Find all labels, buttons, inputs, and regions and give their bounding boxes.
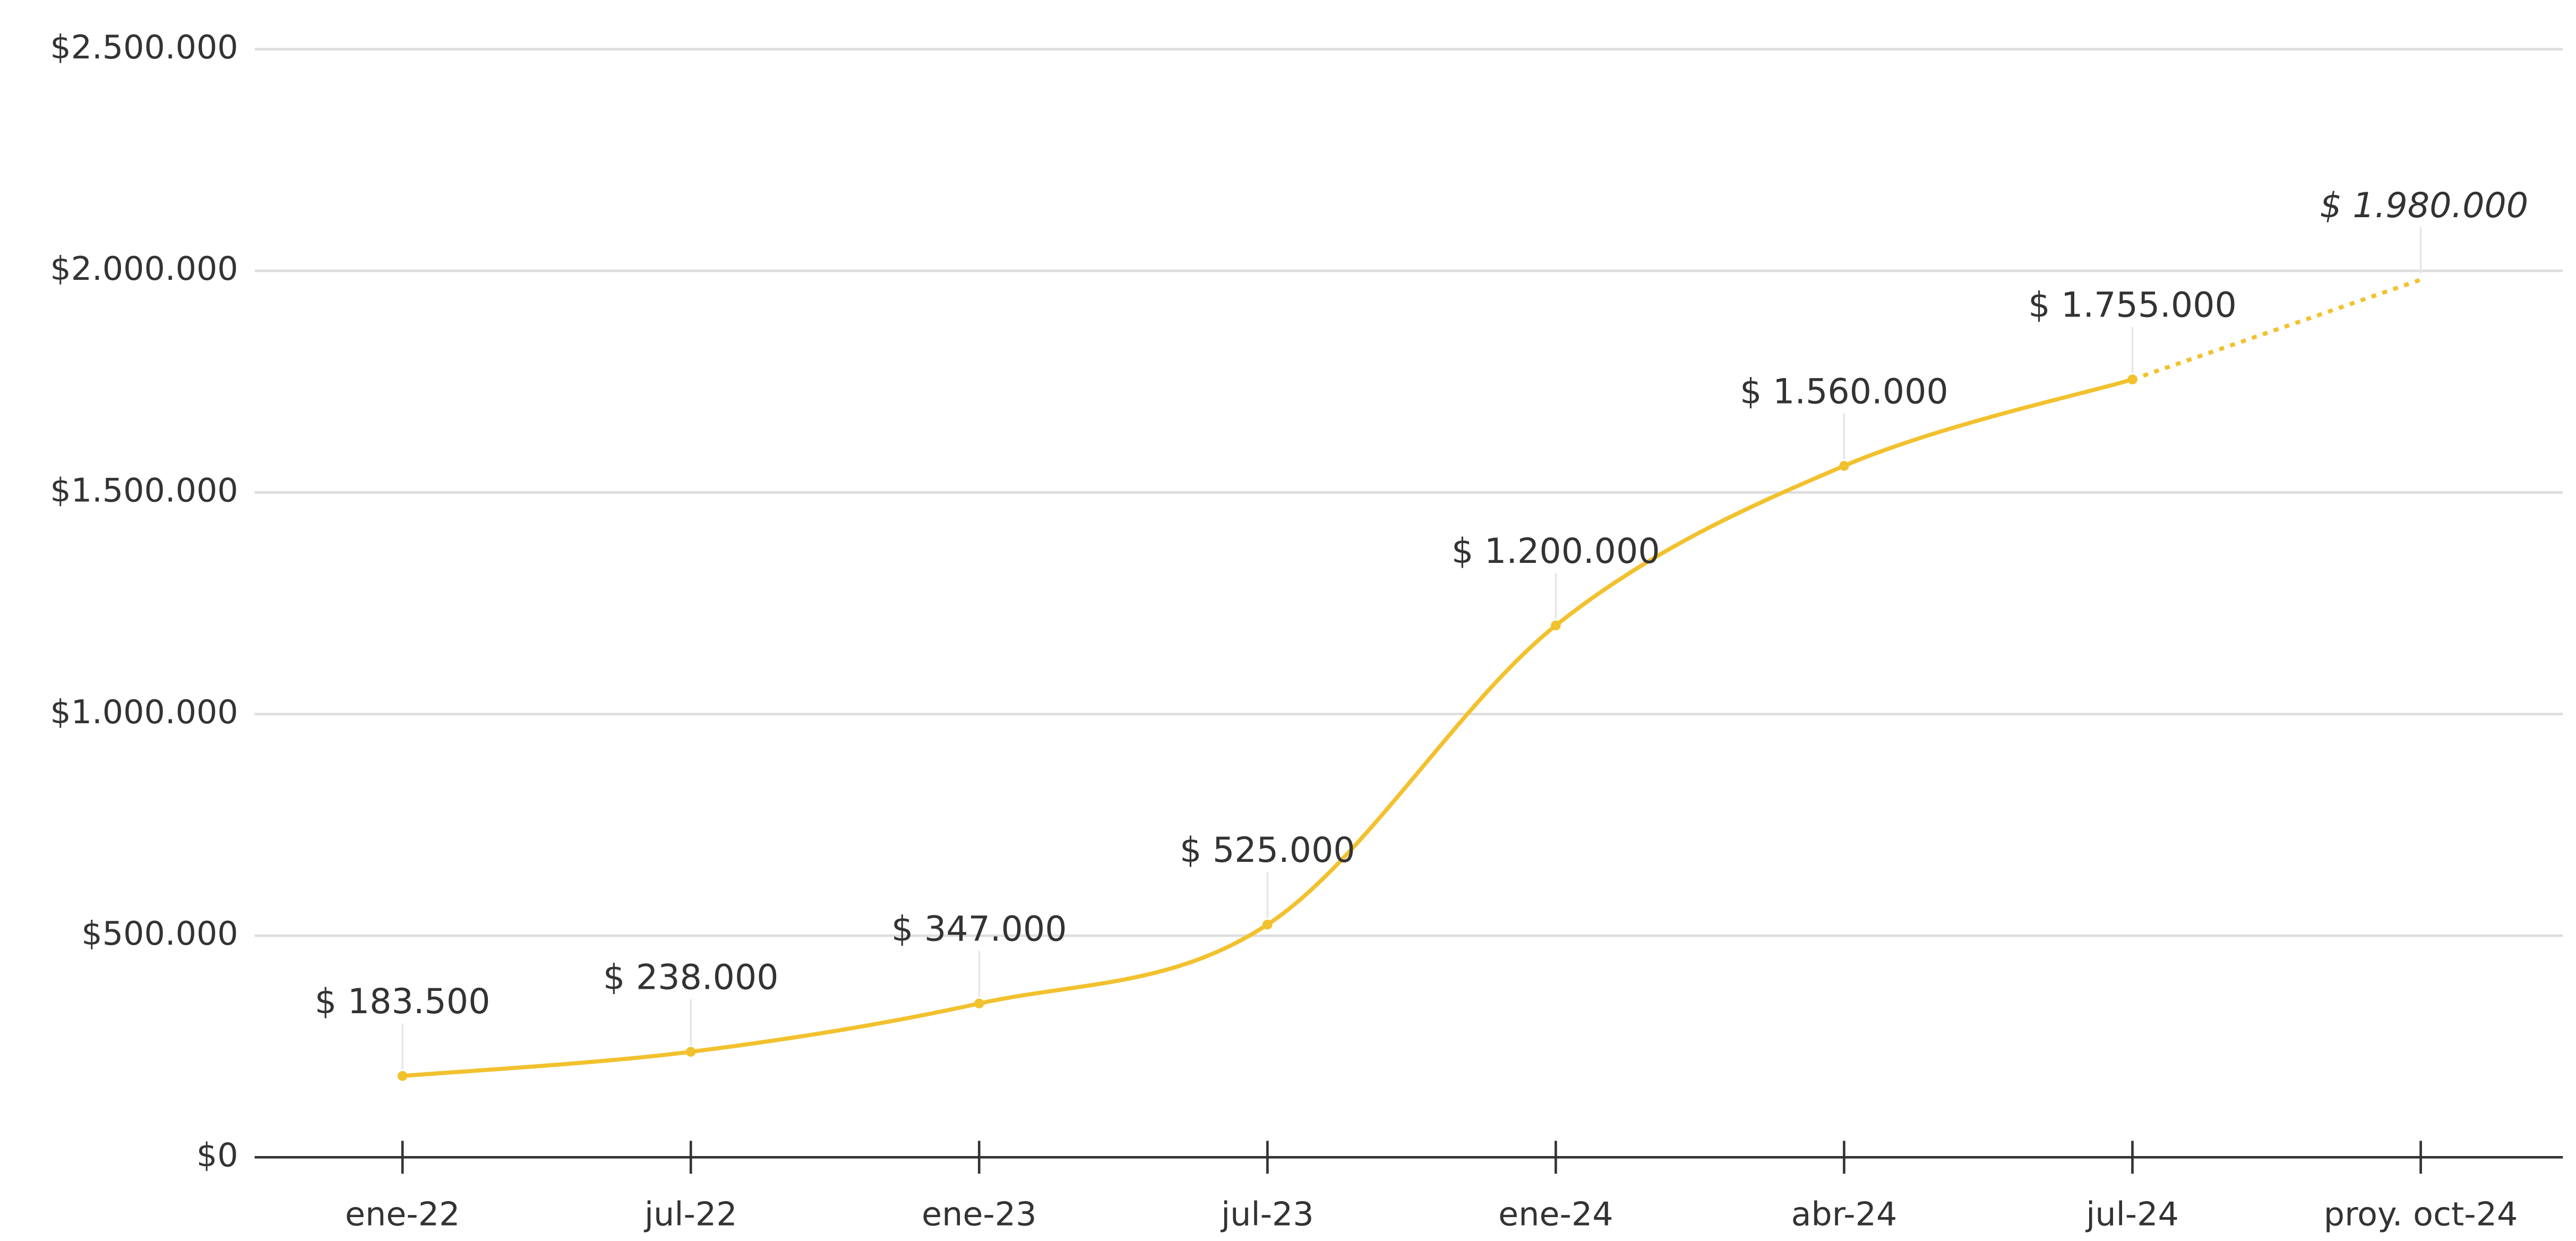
x-tick-label: jul-23 bbox=[1220, 1195, 1314, 1234]
y-tick-label: $500.000 bbox=[81, 914, 238, 953]
point bbox=[1263, 919, 1273, 930]
x-tick-label: jul-24 bbox=[2085, 1195, 2179, 1234]
y-tick-label: $1.000.000 bbox=[50, 693, 238, 731]
point bbox=[974, 998, 984, 1008]
x-tick-label: ene-23 bbox=[922, 1195, 1036, 1234]
y-tick-label: $2.000.000 bbox=[50, 250, 238, 288]
data-label: $ 1.755.000 bbox=[2028, 286, 2237, 326]
y-tick-label: $0 bbox=[196, 1136, 238, 1174]
y-tick-label: $1.500.000 bbox=[50, 471, 238, 509]
point bbox=[1551, 620, 1561, 631]
point bbox=[397, 1071, 408, 1081]
point bbox=[1839, 461, 1849, 471]
x-tick-label: proy. oct-24 bbox=[2324, 1195, 2518, 1234]
point bbox=[685, 1047, 696, 1057]
y-tick-label: $2.500.000 bbox=[50, 28, 238, 66]
data-label: $ 1.980.000 bbox=[2320, 186, 2528, 226]
data-label: $ 1.560.000 bbox=[1740, 372, 1948, 412]
data-label: $ 347.000 bbox=[891, 910, 1067, 949]
x-tick-label: ene-22 bbox=[345, 1195, 460, 1234]
projection-line bbox=[2132, 278, 2422, 382]
x-tick-label: ene-24 bbox=[1498, 1195, 1613, 1234]
x-tick-label: abr-24 bbox=[1791, 1195, 1897, 1234]
data-label: $ 238.000 bbox=[603, 958, 779, 998]
point bbox=[2127, 374, 2137, 384]
data-label: $ 525.000 bbox=[1180, 831, 1355, 870]
x-tick-label: jul-22 bbox=[643, 1195, 737, 1234]
data-label: $ 183.500 bbox=[315, 982, 491, 1022]
data-label: $ 1.200.000 bbox=[1452, 532, 1660, 571]
